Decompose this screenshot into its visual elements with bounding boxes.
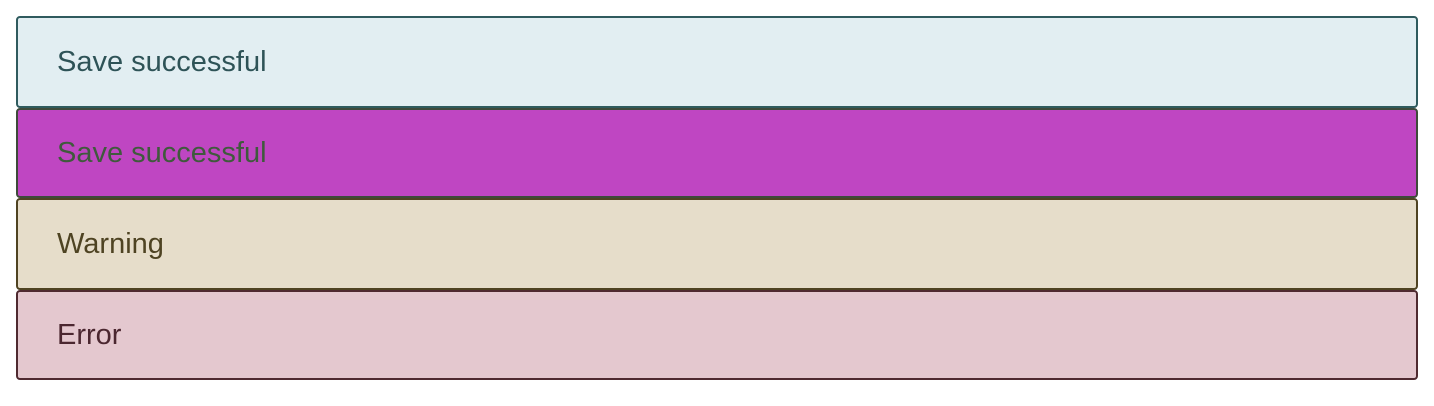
alert-stack: Save successful Save successful Warning … xyxy=(16,16,1418,380)
success-alert-message: Save successful xyxy=(57,136,267,169)
warning-alert-message: Warning xyxy=(57,227,164,260)
info-alert-message: Save successful xyxy=(57,45,267,78)
info-alert: Save successful xyxy=(16,16,1418,108)
success-alert: Save successful xyxy=(16,108,1418,198)
warning-alert: Warning xyxy=(16,198,1418,290)
error-alert: Error xyxy=(16,290,1418,380)
error-alert-message: Error xyxy=(57,318,122,351)
